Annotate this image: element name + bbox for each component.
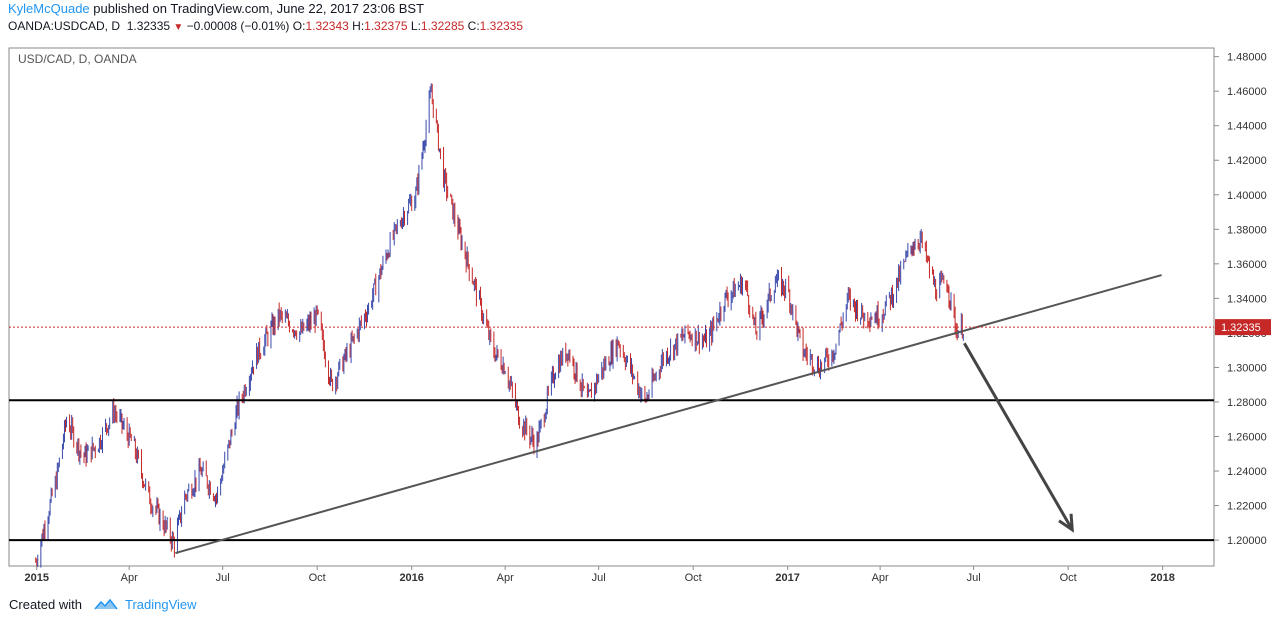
high-label: H: [352,19,365,33]
footer: Created with TradingView [9,597,197,614]
down-triangle-icon: ▼ [173,22,184,33]
last-price-label: 1.32335 [1221,322,1261,334]
y-tick-label: 1.38000 [1227,224,1267,236]
open-value: 1.32343 [305,19,349,33]
candles-layer [35,83,964,568]
drawings-layer [9,274,1214,555]
high-value: 1.32375 [364,19,408,33]
price-axis[interactable]: 1.48000 1.46000 1.44000 1.42000 1.40000 1.380… [1214,52,1271,547]
y-tick-label: 1.42000 [1227,155,1267,167]
tradingview-logo-icon [94,597,118,614]
x-tick-label: Apr [872,572,889,584]
x-tick-label: Jul [592,572,606,584]
price-chart[interactable]: USD/CAD, D, OANDA 1.480001.460001.440001… [0,38,1274,588]
y-tick-label: 1.44000 [1227,121,1267,133]
x-tick-label: Oct [309,572,326,584]
publish-info: published on TradingView.com, June 22, 2… [89,1,425,16]
x-tick-label: Apr [121,572,138,584]
y-tick-label: 1.30000 [1227,362,1267,374]
x-tick-label: Oct [1060,572,1077,584]
x-tick-label: Jul [216,572,230,584]
close-value: 1.32335 [479,19,524,33]
x-tick-label: Oct [685,572,702,584]
y-tick-label: 1.22000 [1227,501,1267,513]
y-tick-label: 1.24000 [1227,466,1267,478]
last-price-badge [1215,319,1271,336]
plot-area [8,47,1215,567]
y-tick-label: 1.34000 [1227,293,1267,305]
x-tick-label: Apr [497,572,514,584]
x-tick-label: 2017 [775,572,799,584]
trendline[interactable] [175,274,1162,555]
x-tick-label: Jul [967,572,981,584]
low-value: 1.32285 [420,19,465,33]
y-tick-label: 1.40000 [1227,190,1267,202]
created-with-label: Created with [9,597,82,612]
y-tick-label: 1.48000 [1227,52,1267,64]
tradingview-link[interactable]: TradingView [125,597,197,612]
arrow-shaft[interactable] [963,342,1074,531]
arrow-head [1058,513,1074,533]
y-tick-label: 1.28000 [1227,397,1267,409]
y-tick-label: 1.36000 [1227,259,1267,271]
open-label: O: [292,19,306,33]
close-label: C: [467,19,480,33]
time-axis[interactable]: 2015 Apr Jul Oct 2016 Apr Jul Oct 2017 Apr Jul Oct 2… [24,566,1175,584]
y-tick-label: 1.20000 [1227,535,1267,547]
author-link[interactable]: KyleMcQuade [8,1,90,16]
x-tick-label: 2018 [1150,572,1174,584]
price-change: −0.00008 (−0.01%) [186,19,290,33]
symbol-label: OANDA:USDCAD, D [8,19,121,33]
x-tick-label: 2016 [399,572,423,584]
ohlc-line: OANDA:USDCAD, D 1.32335 ▼ −0.00008 (−0.0… [8,19,523,33]
low-label: L: [410,19,421,33]
chart-title: USD/CAD, D, OANDA [18,52,137,66]
y-tick-label: 1.26000 [1227,432,1267,444]
last-price: 1.32335 [126,19,171,33]
x-tick-label: 2015 [24,572,48,584]
publish-line: KyleMcQuade published on TradingView.com… [8,1,424,16]
y-tick-label: 1.46000 [1227,86,1267,98]
